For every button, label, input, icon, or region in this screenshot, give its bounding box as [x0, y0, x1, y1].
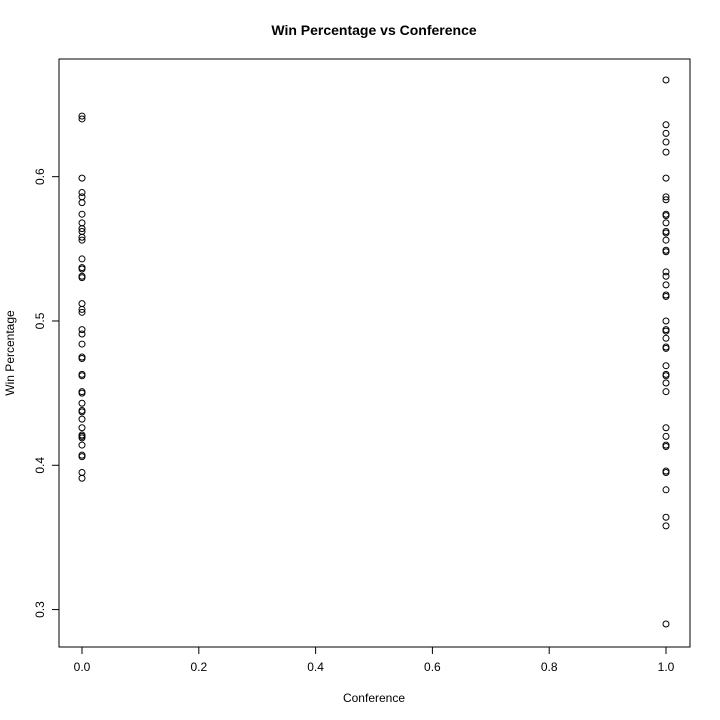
data-point	[78, 308, 86, 316]
data-point	[662, 468, 670, 476]
y-tick-label: 0.5	[33, 312, 47, 329]
data-point	[662, 236, 670, 244]
data-point	[78, 330, 86, 338]
data-point	[78, 453, 86, 461]
data-point	[78, 389, 86, 397]
data-point	[662, 362, 670, 370]
data-point	[78, 354, 86, 362]
data-point	[78, 174, 86, 182]
data-point	[78, 265, 86, 273]
x-tick-label: 0.6	[424, 660, 441, 674]
x-tick-label: 0.2	[190, 660, 207, 674]
data-point	[662, 292, 670, 300]
y-axis: 0.3 0.4 0.5 0.6	[33, 168, 60, 618]
data-point	[662, 620, 670, 628]
data-point	[78, 274, 86, 282]
y-tick-label: 0.6	[33, 168, 47, 185]
data-point	[78, 112, 86, 120]
data-point	[78, 415, 86, 423]
data-point	[662, 327, 670, 335]
data-point	[662, 372, 670, 380]
data-point	[662, 121, 670, 129]
x-tick-label: 0.8	[541, 660, 558, 674]
data-point	[78, 233, 86, 241]
data-point	[662, 443, 670, 451]
data-point	[662, 424, 670, 432]
x-tick-label: 0.0	[74, 660, 91, 674]
x-axis: 0.0 0.2 0.4 0.6 0.8 1.0	[74, 646, 675, 674]
data-point	[662, 76, 670, 84]
data-point	[662, 344, 670, 352]
data-point	[78, 225, 86, 233]
plot-frame	[58, 58, 691, 648]
data-point	[662, 193, 670, 201]
data-point	[78, 300, 86, 308]
data-point	[662, 317, 670, 325]
data-point	[78, 236, 86, 244]
data-point	[662, 268, 670, 276]
data-point	[662, 272, 670, 280]
data-point	[662, 513, 670, 521]
data-point	[662, 334, 670, 342]
y-tick-label: 0.3	[33, 601, 47, 618]
data-point	[78, 115, 86, 123]
data-point	[78, 255, 86, 263]
data-point	[662, 196, 670, 204]
data-point	[662, 138, 670, 146]
data-point	[78, 399, 86, 407]
data-point	[78, 474, 86, 482]
data-point	[78, 210, 86, 218]
data-point	[78, 326, 86, 334]
chart-title: Win Percentage vs Conference	[271, 22, 476, 38]
data-point	[662, 212, 670, 220]
data-point	[662, 229, 670, 237]
data-point	[662, 522, 670, 530]
y-tick-label: 0.4	[33, 457, 47, 474]
data-point	[662, 219, 670, 227]
x-tick-label: 0.4	[307, 660, 324, 674]
data-points	[78, 76, 670, 628]
data-point	[662, 174, 670, 182]
data-point	[662, 281, 670, 289]
data-point	[662, 248, 670, 256]
data-point	[662, 388, 670, 396]
data-point	[78, 408, 86, 416]
data-point	[78, 434, 86, 442]
data-point	[78, 193, 86, 201]
data-point	[78, 199, 86, 207]
data-point	[78, 424, 86, 432]
data-point	[662, 379, 670, 387]
data-point	[662, 129, 670, 137]
data-point	[78, 441, 86, 449]
data-point	[662, 486, 670, 494]
x-tick-label: 1.0	[658, 660, 675, 674]
y-axis-label: Win Percentage	[3, 310, 17, 396]
data-point	[78, 189, 86, 197]
data-point	[78, 219, 86, 227]
data-point	[662, 432, 670, 440]
data-point	[78, 340, 86, 348]
data-point	[662, 148, 670, 156]
data-point	[78, 468, 86, 476]
x-axis-label: Conference	[343, 691, 405, 705]
data-point	[78, 305, 86, 313]
data-point	[78, 372, 86, 380]
